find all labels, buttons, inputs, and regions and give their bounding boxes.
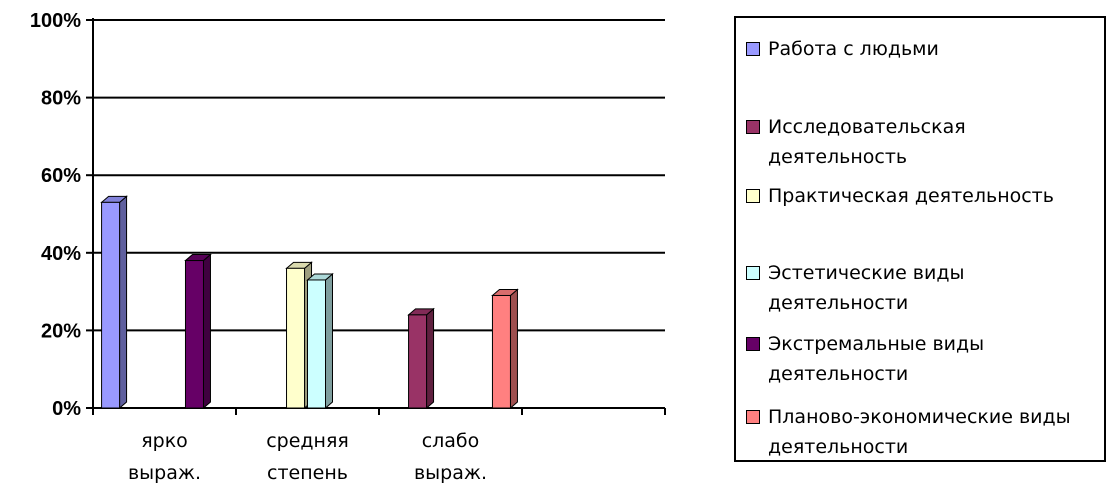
legend-swatch	[746, 42, 760, 56]
legend-item: Практическая деятельность	[744, 181, 1100, 211]
y-tick-label: 40%	[41, 243, 81, 265]
bar-side	[509, 288, 518, 410]
y-tick-label: 100%	[30, 10, 81, 32]
bar-side	[426, 307, 435, 410]
legend-swatch	[746, 266, 760, 280]
x-tick-label: выраж.	[414, 462, 487, 484]
bar	[286, 267, 306, 409]
legend-label: Исследовательская деятельность	[768, 116, 966, 168]
x-tick-label: слабо	[422, 430, 480, 452]
legend-label: Эстетические виды деятельности	[768, 262, 965, 314]
chart-plot: 0% 20% 40% 60% 80% 100% ярко выраж. средняя степе…	[30, 10, 666, 484]
x-tick-label: степень	[267, 462, 348, 484]
bar-side	[202, 253, 211, 410]
x-tick-label: средняя	[266, 430, 349, 452]
bar	[101, 201, 121, 409]
y-tick-label: 0%	[52, 398, 81, 420]
legend-item: Исследовательская деятельность	[744, 112, 1100, 172]
legend-swatch	[746, 189, 760, 203]
bar-side	[119, 195, 128, 410]
y-tick-label: 80%	[41, 88, 81, 110]
y-tick-label: 20%	[41, 320, 81, 342]
bar	[491, 294, 511, 409]
legend-swatch	[746, 120, 760, 134]
legend-swatch	[746, 410, 760, 424]
legend-label: Практическая деятельность	[768, 185, 1054, 207]
legend-label: Экстремальные виды деятельности	[768, 333, 985, 385]
legend-item: Планово-экономические виды деятельности	[744, 402, 1100, 462]
legend-label: Планово-экономические виды деятельности	[768, 406, 1071, 458]
legend-item: Экстремальные виды деятельности	[744, 329, 1100, 389]
legend-item: Работа с людьми	[744, 34, 1100, 64]
bar-side	[325, 272, 333, 410]
x-tick-label: выраж.	[128, 462, 201, 484]
legend-label: Работа с людьми	[768, 38, 939, 60]
bar	[184, 260, 204, 409]
legend-item: Эстетические виды деятельности	[744, 258, 1100, 318]
legend-swatch	[746, 337, 760, 351]
y-tick-label: 60%	[41, 165, 81, 187]
chart-legend: Работа с людьми Исследовательская деятельн…	[734, 16, 1106, 462]
x-tick-label: ярко	[141, 430, 188, 452]
bar	[307, 279, 326, 409]
bar	[408, 314, 428, 409]
